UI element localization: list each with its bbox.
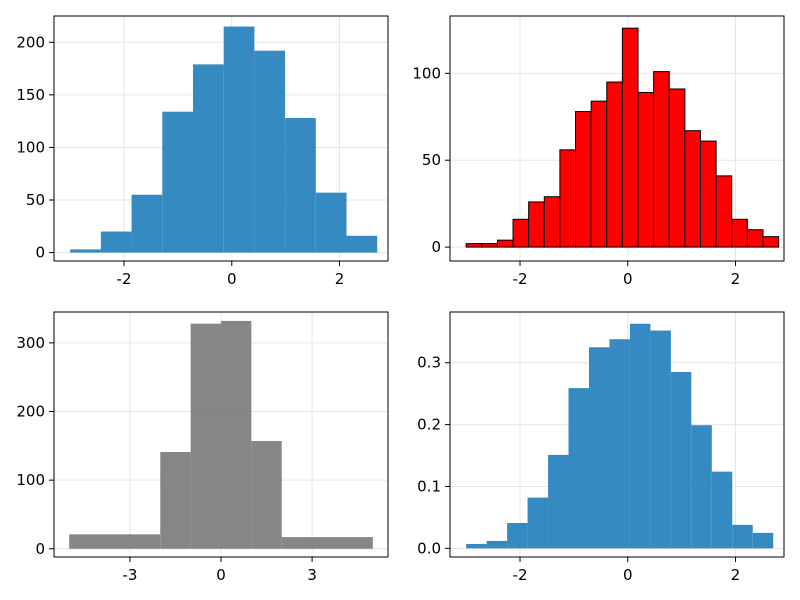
histogram-bar	[315, 192, 347, 253]
histogram-bar	[650, 330, 671, 549]
histogram-bar	[481, 243, 498, 248]
histogram-bar	[496, 239, 514, 248]
y-tick-label: 300	[16, 334, 45, 352]
histogram-bar	[606, 81, 623, 248]
histogram-bar	[588, 347, 610, 549]
x-tick-label: -2	[117, 270, 132, 288]
histogram-bar	[543, 196, 561, 248]
y-tick-label: 0.2	[417, 416, 441, 434]
histogram-bar	[548, 454, 569, 549]
histogram-bar	[512, 218, 530, 248]
x-tick-label: 2	[731, 270, 741, 288]
histogram-bar	[465, 243, 483, 248]
histogram-bar	[466, 544, 487, 549]
y-tick-label: 50	[26, 191, 45, 209]
y-tick-label: 200	[16, 403, 45, 421]
histogram-bar	[285, 117, 316, 253]
y-tick-label: 0	[35, 244, 45, 262]
histogram-bar	[746, 229, 764, 248]
histogram-bar	[575, 111, 592, 248]
histogram-bar	[731, 218, 748, 248]
histogram-bar	[762, 236, 780, 248]
histogram-bar	[100, 231, 132, 253]
axis-frame	[53, 15, 389, 262]
histogram-bar	[221, 320, 252, 549]
histogram-bar	[70, 249, 101, 253]
histogram-bar	[131, 194, 163, 253]
histogram-bar	[691, 425, 712, 549]
histogram-bar	[732, 524, 753, 549]
histogram-bar	[711, 471, 733, 549]
x-tick-label: -3	[122, 566, 137, 584]
histogram-bar	[629, 323, 651, 549]
histogram-bar	[684, 130, 702, 248]
chart-panel-bottom-left: -3 0 3 0 100 200 300	[16, 311, 389, 584]
y-tick-label: 100	[16, 471, 45, 489]
y-tick-label: 0.0	[417, 539, 441, 557]
y-tick-label: 0.3	[417, 354, 441, 372]
histogram-bar	[700, 140, 717, 248]
x-tick-label: 0	[623, 566, 633, 584]
histogram-bar	[486, 540, 508, 549]
axis-frame	[449, 15, 785, 262]
histogram-bar	[281, 537, 373, 549]
histogram-bar	[559, 149, 577, 248]
histogram-bar	[590, 100, 608, 248]
histogram-bar	[715, 175, 733, 248]
histogram-bar	[69, 534, 161, 549]
histogram-bar	[223, 26, 255, 253]
y-tick-label: 0	[35, 540, 45, 558]
histogram-bar	[528, 201, 545, 248]
histogram-bar	[609, 339, 630, 549]
histogram-bar	[653, 71, 670, 248]
chart-panel-top-left: -2 0 2 0 50 100 150 200	[16, 15, 389, 288]
y-tick-label: 50	[422, 151, 441, 169]
x-tick-label: 2	[335, 270, 345, 288]
axis-frame	[449, 311, 785, 558]
histogram-bar	[251, 441, 282, 549]
chart-panel-top-right: -2 0 2 0 50 100	[412, 15, 785, 288]
histogram-bar	[668, 88, 686, 248]
histogram-bar	[192, 64, 224, 253]
y-tick-label: 200	[16, 33, 45, 51]
histogram-bar	[670, 372, 692, 549]
y-tick-label: 150	[16, 86, 45, 104]
x-tick-label: 3	[307, 566, 317, 584]
histogram-bar	[527, 497, 549, 549]
histogram-bar	[160, 452, 191, 549]
x-tick-label: -2	[513, 270, 528, 288]
chart-panel-bottom-right: -2 0 2 0.0 0.1 0.2 0.3	[417, 311, 785, 584]
x-tick-label: -2	[513, 566, 528, 584]
y-tick-label: 100	[16, 138, 45, 156]
y-tick-label: 0	[431, 238, 441, 256]
y-tick-label: 100	[412, 64, 441, 82]
histogram-bar	[621, 27, 639, 248]
y-tick-label: 0.1	[417, 477, 441, 495]
histogram-bar	[254, 50, 286, 253]
x-tick-label: 0	[227, 270, 237, 288]
histogram-bar	[346, 235, 378, 253]
histogram-bar	[637, 91, 655, 248]
x-tick-label: 0	[623, 270, 633, 288]
x-tick-label: 0	[216, 566, 226, 584]
histogram-bar	[190, 323, 221, 549]
histogram-bar	[568, 388, 589, 549]
x-tick-label: 2	[731, 566, 741, 584]
histogram-bar	[162, 111, 193, 253]
histogram-bar	[752, 532, 774, 549]
histogram-bar	[507, 522, 528, 549]
